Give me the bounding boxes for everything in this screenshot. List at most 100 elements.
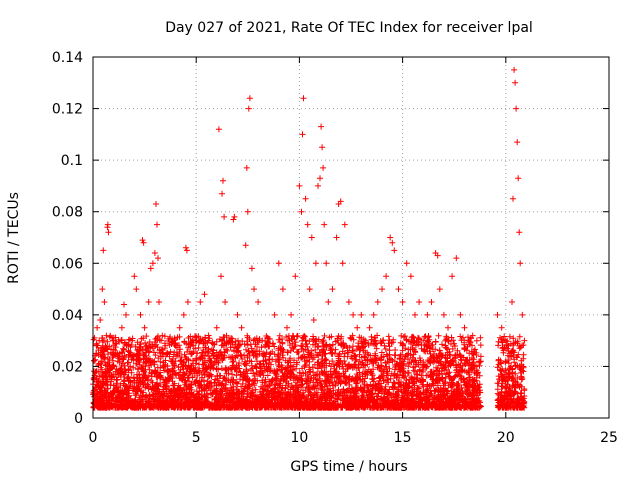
data-point [218, 273, 224, 280]
data-point [498, 324, 505, 331]
data-point [299, 131, 306, 138]
data-point [383, 273, 390, 280]
data-point [321, 221, 328, 228]
data-point [403, 260, 410, 267]
data-point [140, 239, 147, 246]
data-point [183, 247, 190, 254]
data-point [155, 255, 161, 262]
data-point [219, 190, 225, 197]
data-point [453, 255, 460, 262]
data-point [315, 182, 321, 189]
data-point [473, 363, 480, 370]
data-point [494, 311, 501, 318]
data-point [506, 350, 513, 357]
data-point [106, 363, 113, 370]
data-point [193, 337, 200, 344]
data-point [99, 286, 106, 293]
data-point [213, 324, 220, 331]
x-tick-label: 20 [497, 430, 515, 446]
data-point [512, 79, 519, 86]
data-point [292, 273, 299, 280]
data-point [304, 221, 311, 228]
data-point [184, 299, 191, 305]
data-point [374, 299, 381, 305]
data-point [306, 286, 313, 293]
data-point [154, 221, 160, 228]
data-point [145, 299, 152, 305]
x-tick-label: 0 [89, 430, 98, 446]
data-point [434, 252, 441, 259]
data-point [412, 311, 418, 318]
data-point [176, 324, 183, 331]
data-point [513, 105, 520, 112]
data-point [391, 247, 398, 254]
data-point [121, 301, 127, 308]
data-point [271, 311, 278, 318]
data-point [445, 324, 451, 331]
data-point [201, 291, 208, 298]
data-point [319, 144, 326, 151]
data-point [139, 237, 146, 244]
data-point [521, 337, 528, 344]
axis-ticks: 0 5 10 15 20 25 0 0.02 0.04 0.06 0.08 0.1 0.12 0.14 [52, 50, 618, 446]
data-point [449, 273, 456, 280]
data-point [248, 265, 255, 272]
data-point [317, 175, 323, 182]
data-point [97, 317, 104, 323]
data-point [337, 198, 344, 205]
data-point [180, 311, 187, 318]
data-point [259, 337, 266, 344]
data-point [502, 337, 509, 344]
data-point [519, 311, 526, 318]
data-point [345, 299, 352, 305]
data-point [263, 363, 270, 370]
data-point [110, 337, 117, 344]
data-point [284, 324, 290, 331]
dense-point-band [90, 332, 528, 411]
data-point [399, 299, 406, 305]
data-point [255, 299, 262, 305]
data-point [275, 260, 282, 267]
data-point [118, 324, 125, 331]
data-point [182, 244, 189, 251]
data-point [246, 95, 253, 102]
data-point [222, 299, 229, 305]
data-point [220, 177, 226, 184]
data-point [318, 123, 325, 130]
data-point [279, 286, 286, 293]
data-point [231, 213, 238, 220]
data-point [298, 208, 305, 215]
data-point [370, 311, 377, 318]
data-point [242, 242, 249, 249]
x-tick-label: 25 [600, 430, 618, 446]
data-point [168, 358, 175, 365]
data-point [465, 337, 472, 344]
x-tick-label: 10 [290, 430, 308, 446]
data-point [244, 208, 251, 215]
data-point [366, 324, 373, 331]
data-point [127, 363, 134, 370]
data-point [129, 337, 136, 344]
data-point [143, 342, 150, 349]
data-point [112, 368, 119, 375]
data-point [234, 311, 241, 318]
data-point [251, 286, 257, 293]
y-tick-label: 0.02 [52, 359, 83, 375]
data-points [92, 66, 528, 391]
data-point [424, 311, 431, 318]
plot-frame [92, 56, 610, 419]
data-point [407, 273, 414, 280]
data-point [205, 337, 212, 344]
data-point [197, 299, 204, 305]
data-point [116, 350, 123, 357]
data-point [105, 229, 112, 236]
y-tick-label: 0.08 [52, 205, 83, 221]
data-point [416, 299, 423, 305]
data-point [296, 182, 303, 189]
data-point [93, 350, 100, 357]
data-point [323, 260, 330, 267]
baseline-point-cloud [90, 332, 528, 411]
data-point [329, 286, 336, 293]
data-point [94, 324, 101, 331]
